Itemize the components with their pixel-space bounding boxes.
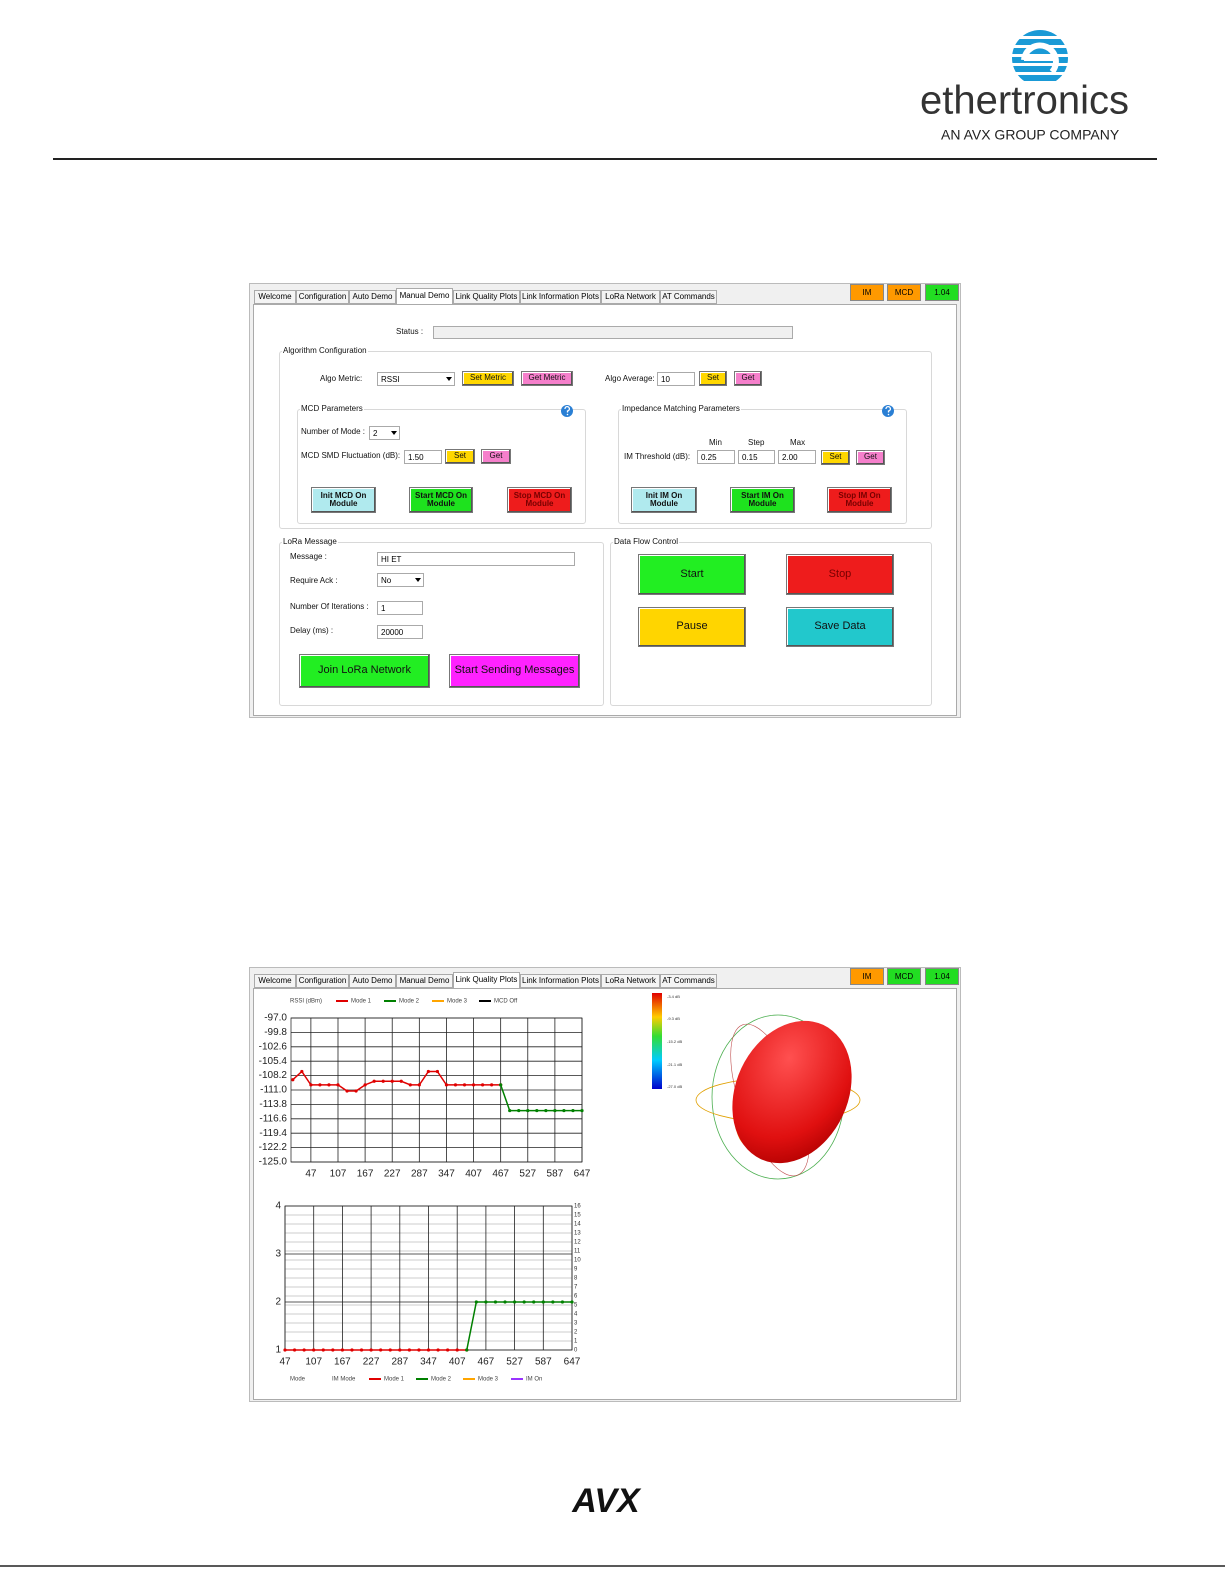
tab[interactable]: Configuration xyxy=(296,974,349,988)
tab[interactable]: Auto Demo xyxy=(349,974,396,988)
status-indicator: IM xyxy=(850,968,884,985)
combo-box[interactable]: RSSI xyxy=(377,372,455,386)
button[interactable]: Start xyxy=(638,554,746,595)
text-input[interactable]: 1 xyxy=(377,601,423,615)
button[interactable]: Init IM On Module xyxy=(631,487,697,513)
field-label: Status : xyxy=(396,327,424,336)
status-box xyxy=(433,326,793,339)
tab[interactable]: Welcome xyxy=(254,290,296,304)
button[interactable]: Set xyxy=(699,371,727,386)
button[interactable]: Start MCD On Module xyxy=(409,487,473,513)
brand-tagline: AN AVX GROUP COMPANY xyxy=(941,127,1120,143)
button[interactable]: Set xyxy=(821,450,850,465)
button[interactable]: Init MCD On Module xyxy=(311,487,376,513)
combo-arrow xyxy=(415,578,421,582)
text-input[interactable]: 10 xyxy=(657,372,695,386)
button[interactable]: Stop xyxy=(786,554,894,595)
tab[interactable]: Auto Demo xyxy=(349,290,396,304)
text-input[interactable]: 20000 xyxy=(377,625,423,639)
field-label: Number Of Iterations : xyxy=(290,602,369,611)
group-title: LoRa Message xyxy=(282,537,338,546)
tab[interactable]: Manual Demo xyxy=(396,288,453,304)
combo-arrow xyxy=(446,377,452,381)
text-input[interactable]: HI ET xyxy=(377,552,575,566)
button[interactable]: Get Metric xyxy=(521,371,573,386)
status-indicator: 1.04 xyxy=(925,284,959,301)
tab[interactable]: LoRa Network xyxy=(601,290,660,304)
button[interactable]: Get xyxy=(734,371,762,386)
button[interactable]: Join LoRa Network xyxy=(299,654,430,688)
tab[interactable]: LoRa Network xyxy=(601,974,660,988)
button[interactable]: Save Data xyxy=(786,607,894,647)
group-title: Data Flow Control xyxy=(613,537,680,546)
group-box xyxy=(618,409,907,524)
footer-logo: AVX xyxy=(571,1482,642,1520)
combo-box[interactable]: 2 xyxy=(369,426,400,440)
combo-box[interactable]: No xyxy=(377,573,424,587)
field-label: Min xyxy=(709,438,722,447)
field-label: Algo Metric: xyxy=(320,374,363,383)
button[interactable]: Start IM On Module xyxy=(730,487,795,513)
brand-icon xyxy=(1012,30,1068,81)
text-input[interactable]: 0.15 xyxy=(738,450,775,464)
tab[interactable]: Link Information Plots xyxy=(520,290,601,304)
group-title: Impedance Matching Parameters xyxy=(621,404,741,413)
field-label: Require Ack : xyxy=(290,576,338,585)
field-label: IM Threshold (dB): xyxy=(624,452,691,461)
field-label: Step xyxy=(748,438,765,447)
tab[interactable]: AT Commands xyxy=(660,974,717,988)
text-input[interactable]: 2.00 xyxy=(778,450,816,464)
text-input[interactable]: 0.25 xyxy=(697,450,735,464)
field-label: MCD SMD Fluctuation (dB): xyxy=(301,451,401,460)
button[interactable]: Pause xyxy=(638,607,746,647)
status-indicator: IM xyxy=(850,284,884,301)
field-label: Message : xyxy=(290,552,327,561)
tab[interactable]: Link Quality Plots xyxy=(453,972,520,988)
button[interactable]: Stop MCD On Module xyxy=(507,487,572,513)
group-box xyxy=(610,542,932,706)
group-title: Algorithm Configuration xyxy=(282,346,368,355)
tab-panel xyxy=(253,988,957,1400)
tab[interactable]: AT Commands xyxy=(660,290,717,304)
brand-name: ethertronics xyxy=(920,79,1129,123)
group-box xyxy=(279,351,932,529)
tab[interactable]: Configuration xyxy=(296,290,349,304)
button[interactable]: Get xyxy=(481,449,511,464)
button[interactable]: Stop IM On Module xyxy=(827,487,892,513)
tab[interactable]: Manual Demo xyxy=(396,974,453,988)
tab[interactable]: Link Quality Plots xyxy=(453,290,520,304)
button[interactable]: Set Metric xyxy=(462,371,514,386)
field-label: Number of Mode : xyxy=(301,427,366,436)
field-label: Algo Average: xyxy=(605,374,655,383)
group-title: MCD Parameters xyxy=(300,404,364,413)
group-box xyxy=(297,409,586,524)
button[interactable]: Set xyxy=(445,449,475,464)
tab[interactable]: Welcome xyxy=(254,974,296,988)
combo-arrow xyxy=(391,431,397,435)
tab[interactable]: Link Information Plots xyxy=(520,974,601,988)
text-input[interactable]: 1.50 xyxy=(404,450,442,464)
status-indicator: MCD xyxy=(887,968,921,985)
status-indicator: MCD xyxy=(887,284,921,301)
group-box xyxy=(279,542,604,706)
field-label: Max xyxy=(790,438,806,447)
field-label: Delay (ms) : xyxy=(290,626,334,635)
button[interactable]: Get xyxy=(856,450,885,465)
button[interactable]: Start Sending Messages xyxy=(449,654,580,688)
status-indicator: 1.04 xyxy=(925,968,959,985)
